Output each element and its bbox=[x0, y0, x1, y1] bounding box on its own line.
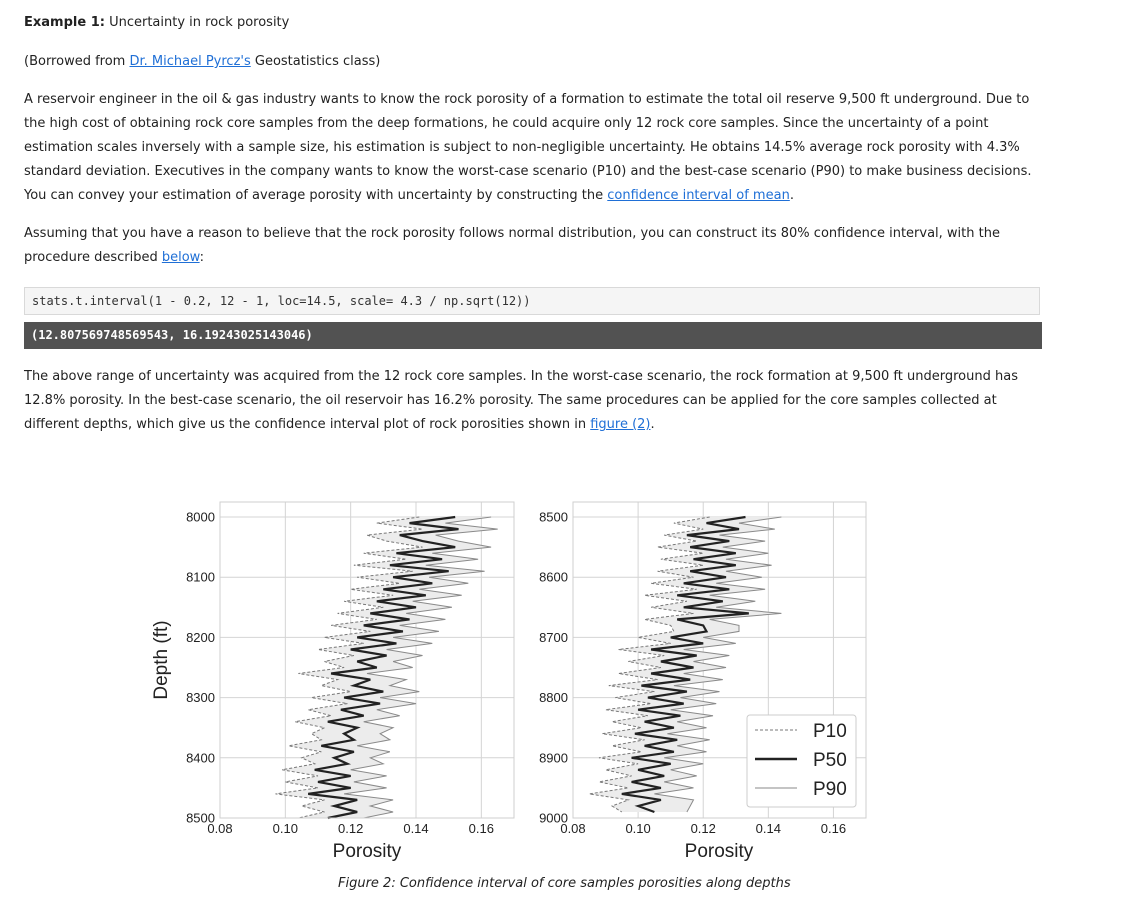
x-tick-label: 0.10 bbox=[625, 821, 650, 836]
x-tick-label: 0.16 bbox=[821, 821, 846, 836]
pyrcz-link[interactable]: Dr. Michael Pyrcz's bbox=[129, 54, 251, 69]
x-tick-label: 0.10 bbox=[273, 821, 298, 836]
borrowed-pre: (Borrowed from bbox=[24, 54, 130, 69]
x-axis-label-left: Porosity bbox=[333, 841, 402, 862]
figure-caption: Figure 2: Confidence interval of core sa… bbox=[338, 876, 791, 891]
y-tick-label: 8500 bbox=[186, 811, 215, 826]
y-tick-label: 8400 bbox=[186, 750, 215, 765]
x-tick-label: 0.08 bbox=[207, 821, 232, 836]
x-tick-label: 0.12 bbox=[338, 821, 363, 836]
y-tick-label: 8900 bbox=[539, 750, 568, 765]
code-input[interactable]: stats.t.interval(1 - 0.2, 12 - 1, loc=14… bbox=[24, 287, 1040, 315]
series-line-p90 bbox=[344, 516, 498, 819]
y-tick-label: 8300 bbox=[186, 690, 215, 705]
x-tick-label: 0.14 bbox=[403, 821, 428, 836]
legend-label-p90: P90 bbox=[813, 779, 847, 800]
confidence-interval-link[interactable]: confidence interval of mean bbox=[607, 188, 790, 203]
title-text: Uncertainty in rock porosity bbox=[104, 15, 290, 30]
legend-box bbox=[746, 714, 857, 808]
paragraph-result-end: . bbox=[650, 417, 655, 432]
series-line-p90 bbox=[654, 516, 782, 813]
figure-link[interactable]: figure (2) bbox=[590, 417, 651, 432]
x-tick-label: 0.16 bbox=[469, 821, 494, 836]
paragraph-result-text: The above range of uncertainty was acqui… bbox=[24, 369, 1018, 432]
plot-frame bbox=[219, 501, 515, 819]
y-axis-label: Depth (ft) bbox=[151, 620, 172, 699]
borrowed-note: (Borrowed from Dr. Michael Pyrcz's Geost… bbox=[24, 50, 1044, 74]
paragraph-intro-text: A reservoir engineer in the oil & gas in… bbox=[24, 92, 1032, 203]
paragraph-assumption-end: : bbox=[199, 250, 204, 265]
title-bold: Example 1: bbox=[24, 15, 105, 30]
y-tick-label: 8600 bbox=[539, 570, 568, 585]
paragraph-intro: A reservoir engineer in the oil & gas in… bbox=[24, 88, 1044, 208]
paragraph-result: The above range of uncertainty was acqui… bbox=[24, 365, 1044, 437]
y-tick-label: 8200 bbox=[186, 630, 215, 645]
series-line-p10 bbox=[589, 516, 710, 813]
y-tick-label: 8100 bbox=[186, 570, 215, 585]
x-tick-label: 0.08 bbox=[560, 821, 585, 836]
y-tick-label: 8700 bbox=[539, 630, 568, 645]
code-output: (12.807569748569543, 16.19243025143046) bbox=[24, 322, 1042, 349]
paragraph-assumption: Assuming that you have a reason to belie… bbox=[24, 222, 1044, 270]
paragraph-assumption-text: Assuming that you have a reason to belie… bbox=[24, 226, 1000, 265]
y-tick-label: 8800 bbox=[539, 690, 568, 705]
x-tick-label: 0.12 bbox=[691, 821, 716, 836]
confidence-band bbox=[275, 517, 498, 818]
below-link[interactable]: below bbox=[161, 250, 200, 265]
confidence-band bbox=[589, 517, 782, 812]
chart-right: 0.08 0.10 0.12 0.14 0.16 8500 8600 8700 8800 8900… bbox=[539, 501, 867, 836]
borrowed-post: Geostatistics class) bbox=[250, 54, 381, 69]
x-tick-label: 0.14 bbox=[756, 821, 781, 836]
y-tick-label: 9000 bbox=[539, 811, 568, 826]
legend-label-p10: P10 bbox=[813, 721, 847, 742]
series-line-p50 bbox=[621, 515, 749, 814]
series-line-p10 bbox=[275, 516, 423, 819]
section-title: Example 1: Uncertainty in rock porosity bbox=[24, 11, 1044, 35]
y-tick-label: 8500 bbox=[539, 510, 568, 525]
chart-left: 0.08 0.10 0.12 0.14 0.16 8000 8100 8200 8300 8400… bbox=[186, 501, 515, 836]
plot-frame bbox=[572, 501, 867, 819]
series-line-p50 bbox=[308, 515, 459, 820]
y-tick-label: 8000 bbox=[186, 510, 215, 525]
paragraph-intro-end: . bbox=[789, 188, 794, 203]
x-axis-label-right: Porosity bbox=[685, 841, 754, 862]
legend-label-p50: P50 bbox=[813, 750, 847, 771]
